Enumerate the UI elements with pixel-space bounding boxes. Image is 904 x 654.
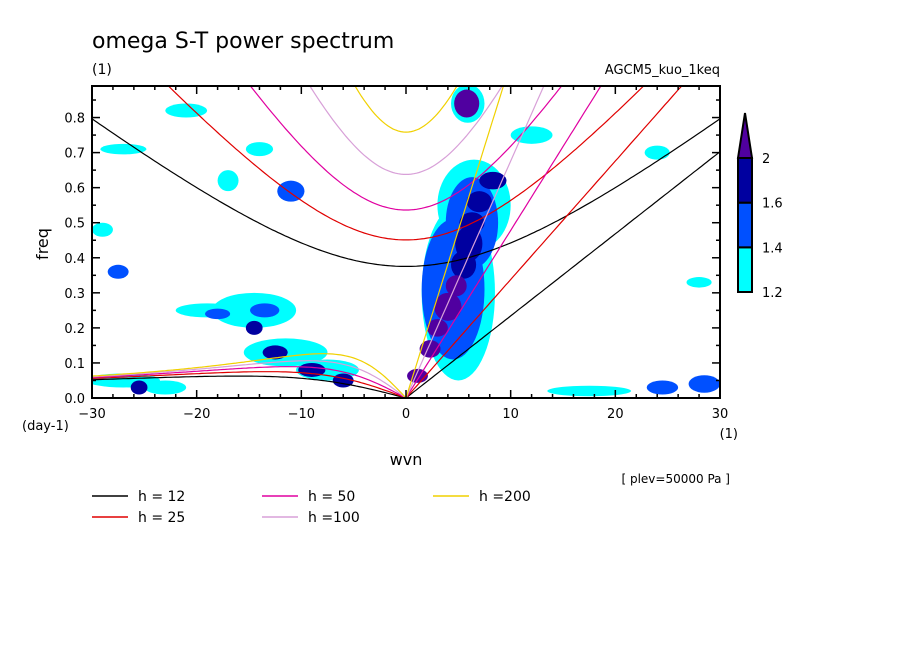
contour-region (688, 375, 720, 393)
chart-title: omega S-T power spectrum (92, 29, 394, 54)
y-tick-label: 0.3 (64, 287, 85, 302)
dispersion-curves-layer (92, 86, 720, 398)
y-tick-label: 0.8 (64, 112, 85, 127)
colorbar-label: 1.2 (762, 286, 783, 301)
legend: h = 12 h = 25 h = 50 h =100 h =200 (92, 489, 531, 526)
rossby-curve (92, 360, 407, 398)
legend-label: h = 12 (138, 489, 185, 505)
footnote: [ plev=50000 Pa ] (621, 472, 730, 486)
contour-region (419, 340, 441, 358)
contour-region (205, 308, 231, 320)
y-axis-label: freq (33, 228, 52, 260)
inertia-gravity-curve (249, 86, 563, 211)
contour-region (547, 385, 632, 397)
contour-region (262, 345, 288, 360)
y-tick-label: 0.1 (64, 357, 85, 372)
colorbar-segment (737, 246, 753, 293)
x-tick-label: 30 (712, 407, 729, 422)
colorbar-extend-triangle (736, 112, 754, 159)
x-tick-label: −10 (288, 407, 315, 422)
inertia-gravity-curve (309, 86, 503, 175)
contour-region (217, 170, 239, 192)
contour-region (165, 103, 208, 118)
inertia-gravity-curve (354, 86, 458, 133)
contour-region (144, 380, 187, 395)
legend-label: h =100 (308, 510, 360, 526)
contour-region (130, 380, 148, 395)
rossby-curve (92, 371, 407, 398)
y-axis: 0.0 0.1 0.2 0.3 0.4 0.5 0.6 0.7 0.8 (64, 99, 720, 407)
x-tick-label: 10 (502, 407, 519, 422)
contour-fill-layer (92, 86, 720, 397)
kelvin-curve (405, 86, 683, 398)
contour-region (107, 264, 129, 279)
x-axis: −30 −20 −10 0 10 20 30 (78, 86, 728, 422)
contour-region (686, 277, 712, 288)
rossby-curve (92, 353, 407, 398)
colorbar-segment (737, 201, 753, 249)
colorbar-label: 2 (762, 152, 770, 167)
contour-region (434, 292, 462, 321)
x-tick-label: −20 (183, 407, 210, 422)
x-axis-unit: (1) (720, 427, 738, 442)
x-tick-label: −30 (78, 407, 105, 422)
y-axis-unit: (day-1) (22, 419, 69, 434)
y-tick-label: 0.6 (64, 182, 85, 197)
contour-region (646, 380, 679, 395)
x-axis-label: wvn (390, 450, 423, 469)
y-tick-label: 0.4 (64, 252, 85, 267)
y-tick-label: 0.5 (64, 217, 85, 232)
legend-label: h =200 (479, 489, 531, 505)
plot-frame (91, 85, 721, 399)
contour-region (454, 89, 480, 118)
contour-region (92, 222, 113, 237)
legend-label: h = 50 (308, 489, 355, 505)
rossby-curve (92, 366, 407, 398)
contour-region (510, 126, 553, 144)
contour-region (445, 275, 467, 297)
contour-region (245, 142, 274, 157)
kelvin-curve (405, 86, 505, 398)
y-tick-label: 0.0 (64, 392, 85, 407)
kelvin-curve (405, 86, 602, 398)
contour-region (277, 180, 305, 202)
y-tick-label: 0.2 (64, 322, 85, 337)
contour-region (250, 303, 280, 318)
contour-region (644, 145, 670, 160)
x-tick-label: 0 (402, 407, 410, 422)
subtitle-right: AGCM5_kuo_1keq (605, 63, 720, 78)
inertia-gravity-curve (167, 86, 645, 241)
legend-label: h = 25 (138, 510, 185, 526)
inertia-gravity-curve (92, 118, 720, 267)
colorbar-label: 1.6 (762, 197, 783, 212)
rossby-curve (92, 375, 407, 398)
colorbar-label: 1.4 (762, 241, 783, 256)
contour-region (466, 191, 492, 213)
contour-region (100, 143, 147, 155)
contour-region (455, 226, 483, 262)
x-tick-label: 20 (607, 407, 624, 422)
subtitle-left: (1) (92, 62, 112, 78)
kelvin-curve (405, 86, 545, 398)
contour-region (245, 320, 263, 335)
colorbar: 1.2 1.4 1.6 2 (736, 112, 783, 301)
kelvin-curve (405, 151, 720, 398)
colorbar-segment (737, 157, 753, 204)
y-tick-label: 0.7 (64, 147, 85, 162)
